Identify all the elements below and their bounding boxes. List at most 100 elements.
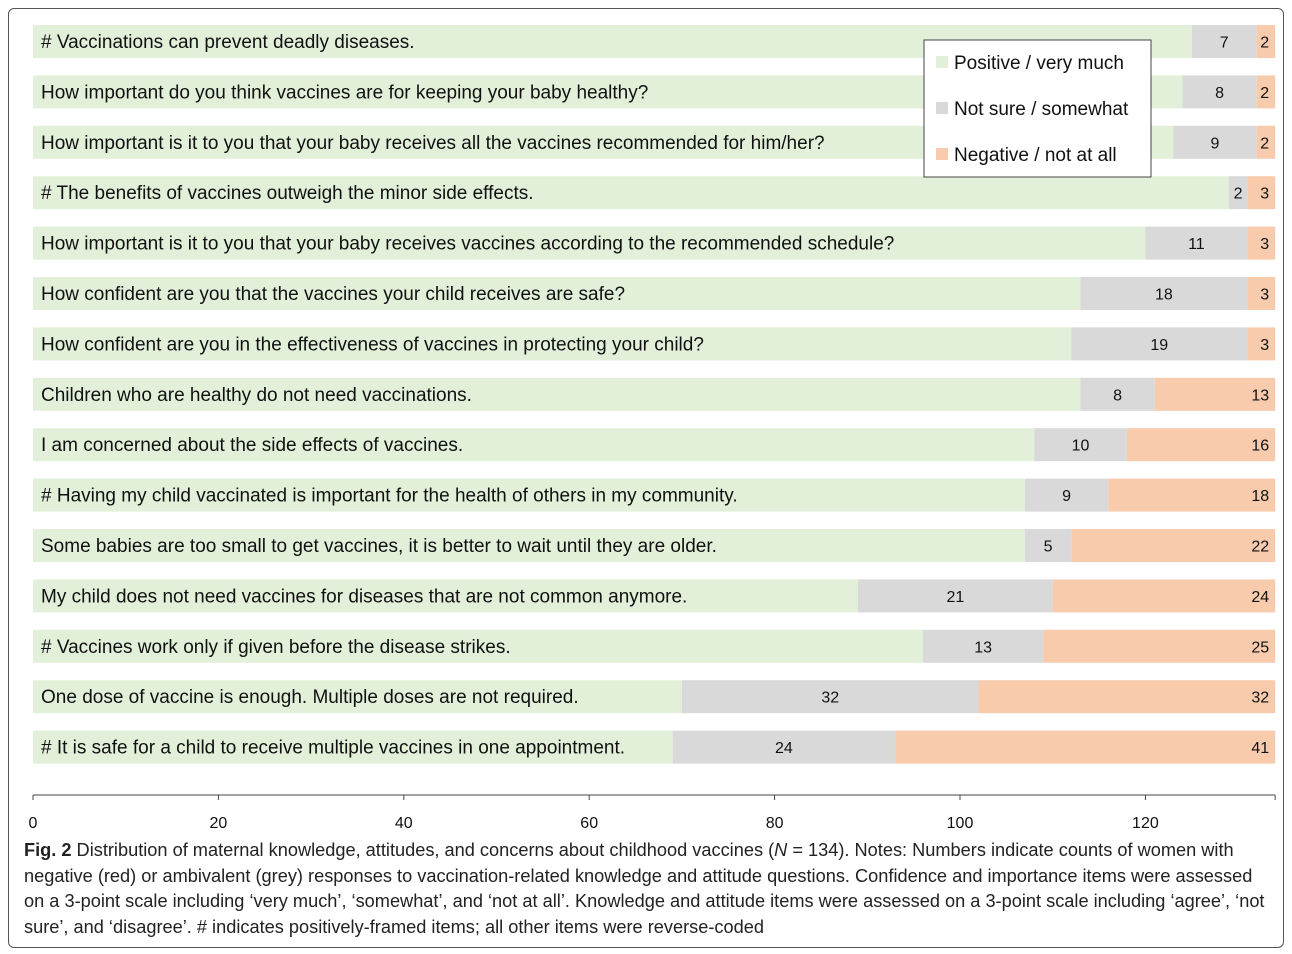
- bar-segment-negative: [1247, 277, 1276, 310]
- bar-segment-negative: [1043, 629, 1276, 663]
- figure-caption: Fig. 2 Distribution of maternal knowledg…: [24, 838, 1272, 940]
- bar-segment-positive: [33, 579, 859, 613]
- legend: Positive / very much Not sure / somewhat N…: [923, 39, 1152, 178]
- bar-row: How confident are you that the vaccines …: [33, 277, 1276, 310]
- x-tick-label: 20: [210, 815, 228, 832]
- bar-segment-not-sure: [1182, 75, 1257, 109]
- bar-segment-negative: [1256, 25, 1276, 58]
- bar-row: # Having my child vaccinated is importan…: [33, 478, 1276, 512]
- x-axis: 0 20 40 60 80 100 120: [29, 794, 1276, 832]
- not-sure-value-label: 9: [1210, 135, 1219, 152]
- bar-segment-not-sure: [1080, 377, 1155, 411]
- negative-value-label: 16: [1251, 438, 1269, 455]
- not-sure-value-label: 5: [1044, 539, 1053, 556]
- bar-segment-not-sure: [681, 680, 979, 714]
- x-tick-label: 60: [580, 815, 598, 832]
- bar-segment-negative: [895, 730, 1276, 764]
- bar-row: Children who are healthy do not need vac…: [33, 377, 1276, 411]
- negative-value-label: 2: [1260, 35, 1269, 52]
- category-label: How important is it to you that your bab…: [41, 234, 894, 255]
- not-sure-value-label: 8: [1113, 387, 1122, 404]
- bar-segment-negative: [978, 680, 1276, 714]
- not-sure-value-label: 2: [1234, 186, 1243, 203]
- bar-segment-not-sure: [922, 629, 1044, 663]
- bar-segment-positive: [33, 176, 1229, 210]
- bar-row: # The benefits of vaccines outweigh the …: [33, 176, 1276, 210]
- legend-swatch: [936, 102, 948, 114]
- bar-segment-not-sure: [1080, 277, 1248, 310]
- bar-segment-positive: [33, 327, 1072, 361]
- not-sure-value-label: 8: [1215, 85, 1224, 102]
- bar-segment-negative: [1154, 377, 1276, 411]
- bar-segment-negative: [1256, 75, 1276, 109]
- negative-value-label: 2: [1260, 135, 1269, 152]
- x-tick-label: 100: [947, 815, 974, 832]
- not-sure-value-label: 7: [1220, 35, 1229, 52]
- legend-swatch: [936, 56, 948, 68]
- negative-value-label: 13: [1251, 387, 1269, 404]
- bar-row: I am concerned about the side effects of…: [33, 428, 1276, 462]
- bar-row: One dose of vaccine is enough. Multiple …: [33, 680, 1276, 714]
- caption-text-2: = 134). Notes: Numbers indicate counts o…: [24, 840, 1265, 937]
- bar-segment-positive: [33, 529, 1025, 562]
- bar-row: My child does not need vaccines for dise…: [33, 579, 1276, 613]
- not-sure-value-label: 18: [1155, 287, 1173, 304]
- category-label: One dose of vaccine is enough. Multiple …: [41, 687, 579, 708]
- legend-box: [923, 39, 1152, 178]
- bar-segment-positive: [33, 478, 1025, 512]
- category-label: I am concerned about the side effects of…: [41, 435, 463, 456]
- negative-value-label: 3: [1260, 337, 1269, 354]
- caption-label: Fig. 2: [24, 840, 72, 860]
- bar-segment-not-sure: [672, 730, 896, 764]
- bar-row: How confident are you in the effectivene…: [33, 327, 1276, 361]
- category-label: # Vaccines work only if given before the…: [41, 637, 511, 658]
- not-sure-value-label: 13: [974, 639, 992, 656]
- bar-segment-positive: [33, 277, 1081, 310]
- category-label: Children who are healthy do not need vac…: [41, 385, 472, 406]
- category-label: # Vaccinations can prevent deadly diseas…: [41, 32, 415, 53]
- category-label: How confident are you that the vaccines …: [41, 284, 625, 305]
- caption-n-symbol: N: [774, 840, 788, 860]
- negative-value-label: 32: [1251, 690, 1269, 707]
- not-sure-value-label: 10: [1072, 438, 1090, 455]
- negative-value-label: 3: [1260, 236, 1269, 253]
- category-label: # It is safe for a child to receive mult…: [41, 738, 625, 759]
- negative-value-label: 24: [1251, 589, 1269, 606]
- bar-row: # It is safe for a child to receive mult…: [33, 730, 1276, 764]
- not-sure-value-label: 9: [1062, 488, 1071, 505]
- negative-value-label: 25: [1251, 639, 1269, 656]
- bar-segment-positive: [33, 680, 682, 714]
- bar-row: How important is it to you that your bab…: [33, 226, 1276, 260]
- category-label: Some babies are too small to get vaccine…: [41, 536, 717, 557]
- bar-segment-not-sure: [1034, 428, 1127, 462]
- bar-row: # Vaccines work only if given before the…: [33, 629, 1276, 663]
- bar-segment-negative: [1247, 226, 1276, 260]
- legend-entry-label: Not sure / somewhat: [954, 99, 1129, 120]
- negative-value-label: 2: [1260, 85, 1269, 102]
- bar-segment-positive: [33, 377, 1081, 411]
- category-label: How important do you think vaccines are …: [41, 82, 648, 103]
- bar-row: # Vaccinations can prevent deadly diseas…: [33, 25, 1276, 58]
- not-sure-value-label: 21: [946, 589, 964, 606]
- bar-segment-positive: [33, 428, 1035, 462]
- bar-segment-negative: [1126, 428, 1276, 462]
- legend-swatch: [936, 148, 948, 160]
- category-label: How confident are you in the effectivene…: [41, 334, 704, 355]
- bar-segment-negative: [1071, 529, 1276, 562]
- negative-value-label: 18: [1251, 488, 1269, 505]
- bar-segment-positive: [33, 226, 1146, 260]
- negative-value-label: 3: [1260, 287, 1269, 304]
- bar-segment-not-sure: [1228, 176, 1248, 210]
- not-sure-value-label: 32: [821, 690, 839, 707]
- not-sure-value-label: 19: [1150, 337, 1168, 354]
- legend-entry-label: Positive / very much: [954, 53, 1124, 74]
- bar-segment-negative: [1247, 327, 1276, 361]
- bar-segment-not-sure: [1191, 25, 1257, 58]
- bar-segment-not-sure: [1071, 327, 1248, 361]
- bar-segment-negative: [1052, 579, 1276, 613]
- bar-segment-negative: [1108, 478, 1276, 512]
- bar-segment-negative: [1256, 125, 1276, 159]
- bars-layer: # Vaccinations can prevent deadly diseas…: [33, 25, 1276, 764]
- bar-segment-not-sure: [1145, 226, 1248, 260]
- bar-segment-not-sure: [1024, 478, 1109, 512]
